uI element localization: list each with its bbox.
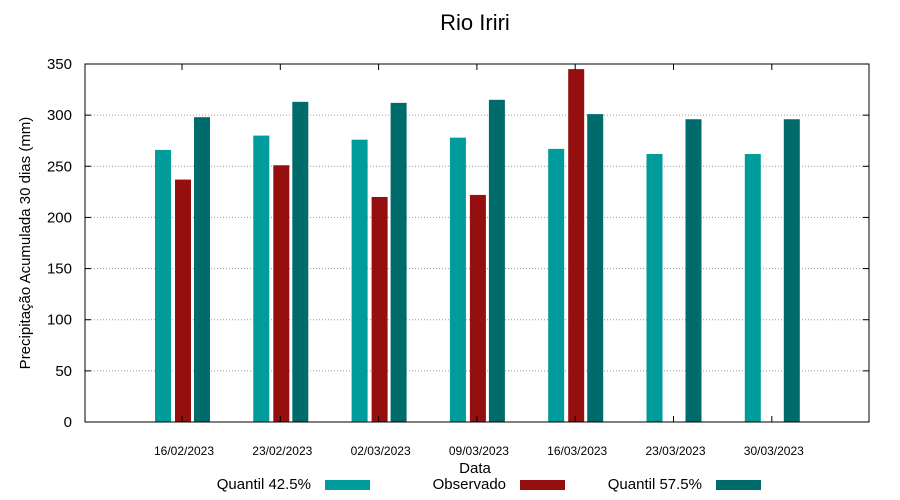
legend-swatch-2: [716, 480, 761, 490]
bar-series-0-2: [351, 139, 368, 423]
bar-series-2-4: [587, 114, 604, 423]
legend-swatch-1: [520, 480, 565, 490]
chart-title: Rio Iriri: [440, 10, 510, 35]
bar-series-2-2: [390, 102, 407, 423]
x-tick-label: 23/03/2023: [645, 444, 705, 458]
bar-series-1-3: [469, 194, 486, 422]
x-tick-label: 16/02/2023: [154, 444, 214, 458]
x-tick-label: 30/03/2023: [744, 444, 804, 458]
bar-series-2-6: [783, 119, 800, 422]
x-axis-label: Data: [459, 460, 491, 477]
bar-series-2-3: [488, 99, 505, 423]
bars: [155, 69, 800, 423]
x-tick-label: 23/02/2023: [252, 444, 312, 458]
y-tick-label: 100: [47, 312, 72, 329]
y-axis-ticks: 0 50 100 150 200 250 300 350: [47, 56, 869, 431]
bar-series-0-6: [744, 154, 761, 423]
x-tick-label: 16/03/2023: [547, 444, 607, 458]
bar-series-1-4: [568, 69, 585, 422]
x-tick-label: 02/03/2023: [351, 444, 411, 458]
y-tick-label: 200: [47, 209, 72, 226]
y-tick-label: 250: [47, 158, 72, 175]
bar-series-0-1: [253, 135, 270, 422]
x-tick-label: 09/03/2023: [449, 444, 509, 458]
y-tick-label: 350: [47, 56, 72, 73]
y-tick-label: 50: [55, 363, 72, 380]
bar-series-0-0: [155, 149, 171, 423]
bar-series-2-0: [194, 117, 210, 422]
y-tick-label: 300: [47, 107, 72, 124]
legend-swatch-0: [325, 480, 370, 490]
y-tick-label: 0: [64, 414, 72, 431]
bar-series-0-3: [449, 137, 466, 422]
bar-series-1-1: [273, 165, 290, 422]
bar-series-0-4: [548, 148, 565, 422]
bar-series-2-5: [685, 119, 702, 422]
bar-series-1-2: [371, 196, 388, 422]
bar-series-1-0: [175, 179, 191, 422]
y-tick-label: 150: [47, 261, 72, 278]
legend: Quantil 42.5% Observado Quantil 57.5%: [217, 476, 761, 493]
bar-series-0-5: [646, 154, 663, 423]
legend-label-1: Observado: [433, 476, 506, 493]
bar-series-2-1: [292, 101, 309, 423]
y-axis-label: Precipitação Acumulada 30 dias (mm): [17, 117, 34, 370]
legend-label-0: Quantil 42.5%: [217, 476, 311, 493]
legend-label-2: Quantil 57.5%: [608, 476, 702, 493]
x-axis-ticks: 16/02/2023 23/02/2023 02/03/2023 09/03/2023…: [154, 64, 804, 458]
